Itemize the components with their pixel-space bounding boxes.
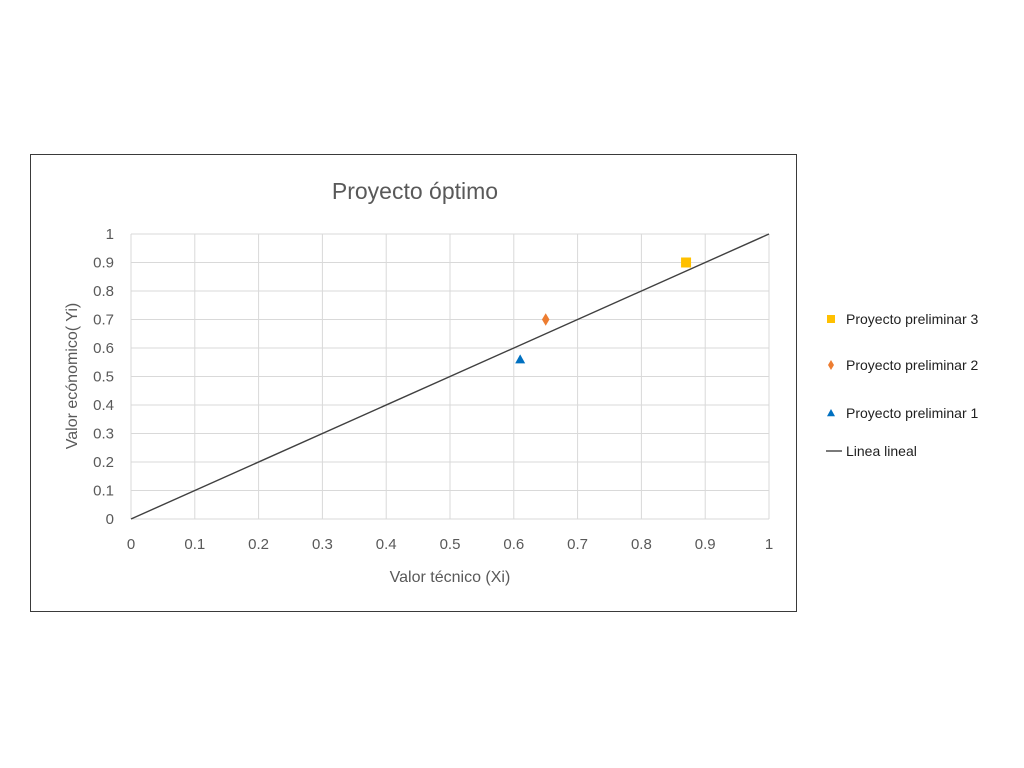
data-point	[681, 257, 692, 268]
y-tick-label: 0.1	[93, 483, 114, 500]
y-axis-label: Valor ecónomico( Yi)	[64, 303, 81, 449]
series-line-linea-lineal	[130, 233, 770, 520]
series-layer	[130, 233, 770, 520]
legend-item: Proyecto preliminar 2	[822, 355, 978, 375]
x-tick-label: 0.5	[440, 536, 461, 553]
legend-marker	[822, 441, 844, 461]
legend-marker	[822, 403, 844, 423]
y-tick-label: 0.6	[93, 340, 114, 357]
y-tick-label: 0.2	[93, 454, 114, 471]
data-point	[541, 313, 550, 326]
y-tick-label: 0.7	[93, 312, 114, 329]
legend-item: Proyecto preliminar 3	[822, 309, 978, 329]
x-axis-label: Valor técnico (Xi)	[390, 569, 511, 586]
x-tick-label: 0.7	[567, 536, 588, 553]
legend-marker	[822, 309, 844, 329]
x-tick-label: 0.9	[695, 536, 716, 553]
legend-label: Proyecto preliminar 3	[846, 311, 979, 327]
y-tick-label: 0	[106, 511, 114, 528]
x-tick-label: 0	[127, 536, 135, 553]
y-tick-label: 0.3	[93, 426, 114, 443]
x-tick-label: 1	[765, 536, 773, 553]
chart-plot: Proyecto óptimo Valor técnico (Xi) Valor…	[64, 178, 773, 586]
chart-title: Proyecto óptimo	[332, 178, 498, 204]
x-tick-label: 0.6	[503, 536, 524, 553]
y-tick-label: 0.9	[93, 255, 114, 272]
legend-label: Proyecto preliminar 2	[846, 357, 979, 373]
x-tick-label: 0.1	[184, 536, 205, 553]
legend-marker	[822, 355, 844, 375]
x-tick-label: 0.8	[631, 536, 652, 553]
chart-frame: Proyecto óptimo Valor técnico (Xi) Valor…	[30, 154, 797, 612]
y-tick-label: 0.5	[93, 369, 114, 386]
legend-label: Proyecto preliminar 1	[846, 405, 979, 421]
x-tick-label: 0.3	[312, 536, 333, 553]
x-tick-label: 0.4	[376, 536, 397, 553]
legend-label: Linea lineal	[846, 443, 917, 459]
x-tick-label: 0.2	[248, 536, 269, 553]
legend-item: Proyecto preliminar 1	[822, 403, 978, 423]
y-tick-label: 1	[106, 226, 114, 243]
tick-labels: 0 0.1 0.2 0.3 0.4 0.5 0.6 0.7 0.8 0.9 1 0 0.1 0.2 0.3 0…	[93, 226, 773, 553]
legend-item: Linea lineal	[822, 441, 917, 461]
y-tick-label: 0.4	[93, 397, 114, 414]
data-point	[515, 354, 526, 364]
y-tick-label: 0.8	[93, 283, 114, 300]
